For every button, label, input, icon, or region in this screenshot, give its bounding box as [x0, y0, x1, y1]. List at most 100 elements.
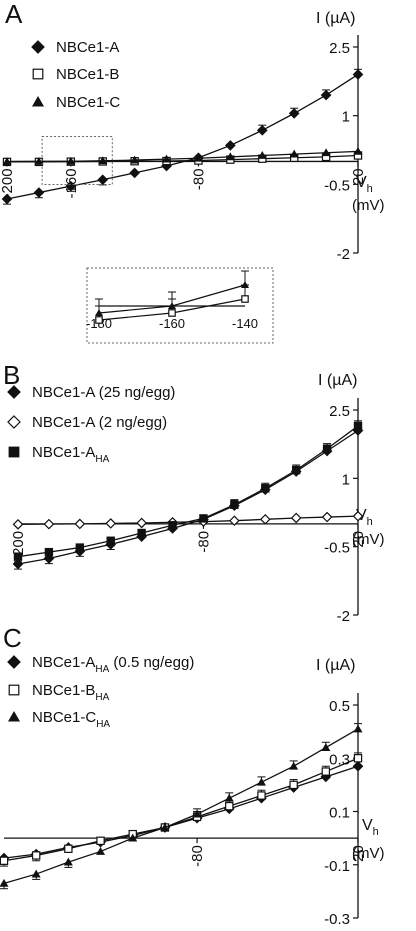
legend-marker-a-2 [32, 96, 44, 107]
data-point [31, 869, 41, 878]
legend-symbol [31, 40, 45, 54]
data-point [130, 155, 140, 164]
data-point [199, 514, 208, 523]
panel-b-legend: NBCe1-A (25 ng/egg) NBCe1-A (2 ng/egg) N… [7, 384, 175, 465]
panel-b-label: B [3, 360, 20, 390]
y-tick-label: -0.5 [324, 177, 350, 194]
data-point [162, 154, 172, 163]
data-point [13, 552, 23, 561]
series-line [17, 429, 359, 565]
data-point [289, 149, 299, 158]
panel-a-ylabel: I (µA) [316, 10, 355, 27]
data-point [0, 878, 9, 887]
data-point [289, 761, 299, 770]
legend-symbol [32, 96, 44, 107]
data-point [353, 146, 363, 155]
data-point [1, 193, 13, 205]
panel-c-xlabel: Vh [362, 817, 379, 838]
panel-b-xunit: (mV) [352, 531, 385, 548]
series-2 [13, 420, 363, 563]
legend-symbol [8, 446, 20, 458]
data-point [33, 187, 45, 198]
y-tick-label: 0.5 [329, 698, 350, 715]
data-point [289, 780, 298, 790]
data-point [225, 140, 236, 151]
data-point [288, 108, 300, 119]
data-point [257, 150, 267, 159]
x-tick-label: -80 [190, 168, 207, 190]
data-point [31, 851, 41, 860]
series-line [17, 515, 359, 525]
data-point [64, 844, 73, 853]
data-point [75, 543, 85, 552]
data-point [43, 518, 55, 530]
x-tick-label: -80 [195, 531, 212, 553]
data-point [321, 511, 333, 523]
series-0 [0, 760, 364, 864]
zoom-region-box [41, 135, 113, 185]
panel-c-legend: NBCe1-AHA (0.5 ng/egg) NBCe1-BHA NBCe1-C… [7, 654, 194, 730]
data-point [224, 793, 234, 802]
series-line [6, 73, 359, 200]
inset-data-point [95, 316, 103, 324]
y-tick-label: 2.5 [329, 403, 350, 420]
data-point [321, 767, 331, 776]
panel-c-ylabel: I (µA) [316, 657, 355, 674]
data-point [291, 465, 301, 475]
data-point [352, 69, 364, 80]
panel-b: B NBCe1-A (25 ng/egg) NBCe1-A (2 ng/egg)… [3, 360, 385, 625]
inset-data-point [95, 309, 103, 316]
data-point [44, 547, 54, 557]
data-point [229, 515, 240, 527]
legend-marker-c-0 [7, 655, 21, 669]
legend-symbol [7, 385, 21, 399]
data-point [322, 444, 332, 453]
data-point [129, 167, 140, 179]
legend-marker-a-1 [32, 68, 44, 80]
legend-marker-a-0 [31, 40, 45, 54]
data-point [106, 536, 115, 545]
inset-data-point [241, 281, 249, 288]
x-tick-label: -80 [189, 845, 206, 867]
data-point [352, 760, 364, 772]
panel-b-plot: 2.51-0.5-2-200 -80 20 [10, 398, 367, 625]
data-point [34, 156, 44, 165]
y-tick-label: -0.3 [324, 911, 350, 928]
data-point [2, 157, 12, 166]
legend-label-c-1: NBCe1-BHA [32, 682, 110, 703]
panel-a-label: A [5, 0, 23, 29]
inset-data-point [241, 295, 249, 303]
data-point [192, 809, 202, 818]
legend-label-a-0: NBCe1-A [56, 39, 119, 56]
legend-label-a-1: NBCe1-B [56, 66, 119, 83]
y-tick-label: -0.1 [324, 858, 350, 875]
data-point [256, 124, 268, 136]
data-point [74, 518, 86, 530]
legend-symbol [8, 684, 20, 696]
data-point [137, 528, 146, 538]
legend-symbol [7, 415, 21, 429]
panel-b-ylabel: I (µA) [318, 372, 357, 389]
data-point [97, 174, 109, 186]
panel-c-xunit: (mV) [352, 845, 385, 862]
data-point [98, 156, 108, 165]
series-line [17, 425, 359, 558]
legend-marker-b-0 [7, 385, 21, 399]
y-tick-label: 1 [342, 109, 350, 126]
legend-label-a-2: NBCe1-C [56, 94, 120, 111]
series-1 [12, 510, 364, 530]
series-1 [0, 752, 363, 867]
y-tick-label: 1 [342, 471, 350, 488]
inset-data-point [168, 302, 176, 309]
y-tick-label: -2 [337, 608, 350, 625]
data-point [136, 517, 147, 529]
inset-series-c [95, 270, 249, 316]
legend-label-b-0: NBCe1-A (25 ng/egg) [32, 384, 175, 401]
data-point [105, 518, 117, 529]
y-tick-label: -0.5 [324, 540, 350, 557]
data-point [160, 822, 170, 831]
data-point [12, 518, 24, 530]
legend-symbol [8, 711, 20, 722]
